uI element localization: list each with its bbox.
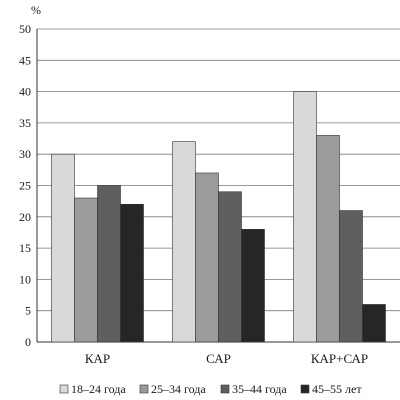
- y-tick-label: 30: [19, 147, 31, 161]
- legend-swatch: [139, 384, 149, 394]
- bar: [218, 191, 242, 343]
- y-tick-label: 45: [19, 53, 31, 67]
- bar: [120, 203, 144, 343]
- y-tick-label: 0: [25, 335, 31, 349]
- y-tick-label: 25: [19, 179, 31, 193]
- legend-swatch: [59, 384, 69, 394]
- legend-label: 45–55 лет: [312, 382, 362, 396]
- x-category-label: КАР: [85, 351, 110, 366]
- x-category-labels: КАР САР КАР+САР: [85, 351, 368, 366]
- y-unit-label: %: [31, 3, 41, 17]
- bar: [97, 185, 121, 343]
- bar: [241, 229, 265, 343]
- legend-label: 35–44 года: [232, 382, 287, 396]
- bar: [51, 153, 75, 343]
- bar: [74, 197, 98, 343]
- legend-swatch: [300, 384, 310, 394]
- bar: [339, 210, 363, 343]
- y-tick-label: 50: [19, 22, 31, 36]
- bar: [195, 172, 219, 343]
- legend-label: 25–34 года: [151, 382, 206, 396]
- y-tick-label: 20: [19, 210, 31, 224]
- y-tick-labels: 0 5 10 15 20 25 30 35 40 45 50: [19, 22, 31, 349]
- bar: [172, 141, 196, 343]
- y-tick-label: 10: [19, 272, 31, 286]
- x-category-label: КАР+САР: [311, 351, 368, 366]
- x-category-label: САР: [206, 351, 231, 366]
- bar: [293, 91, 317, 343]
- y-tick-label: 15: [19, 241, 31, 255]
- bar: [316, 135, 340, 343]
- legend-swatch: [220, 384, 230, 394]
- bar: [362, 304, 386, 343]
- y-tick-label: 35: [19, 116, 31, 130]
- legend: 18–24 года 25–34 года 35–44 года 45–55 лет: [59, 382, 362, 396]
- legend-label: 18–24 года: [71, 382, 126, 396]
- y-tick-label: 5: [25, 304, 31, 318]
- y-tick-label: 40: [19, 85, 31, 99]
- bars: [51, 91, 386, 343]
